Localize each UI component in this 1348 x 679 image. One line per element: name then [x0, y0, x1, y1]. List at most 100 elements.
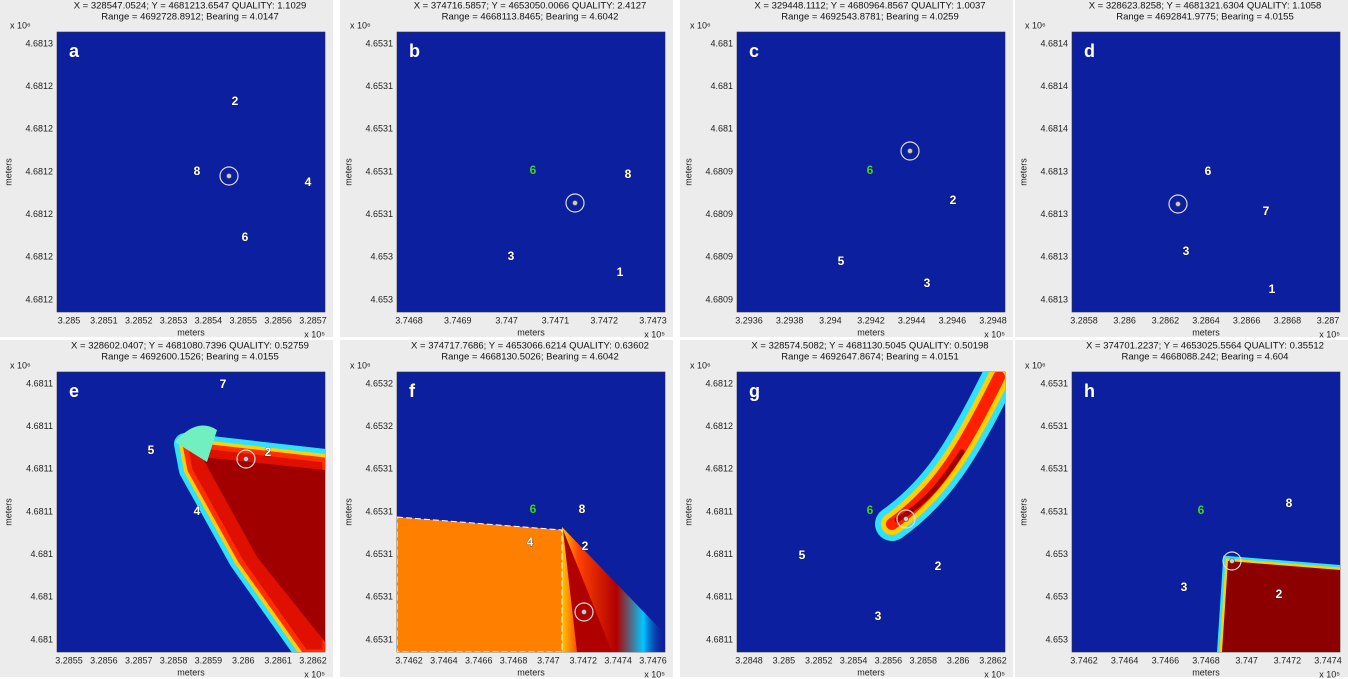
heat-tip	[175, 425, 217, 462]
x-tick-label: 3.747	[1235, 655, 1258, 665]
y-tick-label: 4.653	[370, 294, 393, 304]
node-label: 6	[530, 502, 537, 516]
y-tick-label: 4.6531	[365, 464, 393, 474]
panel: X = 328574.5082; Y = 4681130.5045 QUALIT…	[680, 340, 1013, 679]
x-tick-label: 3.7472	[590, 315, 618, 325]
x-tick-label: 3.2862	[979, 655, 1007, 665]
y-tick-label: 4.6531	[365, 592, 393, 602]
panel-letter: h	[1084, 381, 1095, 401]
y-tick-label: 4.6812	[25, 124, 53, 134]
x-axis-label: meters	[177, 667, 205, 677]
node-label: 8	[579, 502, 586, 516]
y-tick-label: 4.6812	[25, 209, 53, 219]
header-line: Range = 4692647.8674; Bearing = 4.0151	[781, 352, 959, 363]
y-exponent: x 10⁶	[690, 20, 711, 30]
x-tick-label: 3.7468	[500, 655, 528, 665]
y-tick-label: 4.6813	[1040, 252, 1068, 262]
y-tick-label: 4.6812	[25, 294, 53, 304]
target-dot	[1175, 201, 1181, 207]
x-tick-label: 3.7468	[395, 315, 423, 325]
y-tick-label: 4.681	[710, 124, 733, 134]
target-dot	[572, 200, 578, 206]
y-tick-label: 4.653	[1045, 549, 1068, 559]
panel-letter: d	[1084, 41, 1095, 61]
y-tick-label: 4.6812	[25, 166, 53, 176]
x-tick-label: 3.2858	[160, 655, 188, 665]
header-line: X = 374701.2237; Y = 4653025.5564 QUALIT…	[1086, 341, 1324, 352]
heat-peak	[894, 449, 965, 523]
panel-letter: c	[749, 41, 759, 61]
y-tick-label: 4.6814	[1040, 38, 1068, 48]
y-tick-label: 4.6811	[26, 378, 53, 388]
y-tick-label: 4.6531	[1040, 464, 1068, 474]
y-tick-label: 4.6814	[1040, 124, 1068, 134]
x-tick-label: 3.7472	[1274, 655, 1302, 665]
header-line: X = 374716.5857; Y = 4653050.0066 QUALIT…	[414, 1, 647, 12]
header-line: Range = 4668088.242; Bearing = 4.604	[1122, 352, 1289, 363]
panel-letter: b	[409, 41, 420, 61]
node-label: 6	[867, 163, 874, 177]
x-tick-label: 3.2944	[898, 315, 926, 325]
y-tick-label: 4.681	[30, 634, 53, 644]
y-tick-label: 4.6811	[26, 506, 53, 516]
x-tick-label: 3.286	[947, 655, 970, 665]
y-tick-label: 4.6531	[365, 81, 393, 91]
y-tick-label: 4.6531	[365, 506, 393, 516]
x-tick-label: 3.2861	[264, 655, 292, 665]
header-line: Range = 4692600.1526; Bearing = 4.0155	[101, 352, 279, 363]
x-tick-label: 3.7464	[1111, 655, 1139, 665]
header-line: Range = 4668130.5026; Bearing = 4.6042	[441, 352, 619, 363]
node-label: 6	[1205, 164, 1212, 178]
x-axis-label: meters	[517, 327, 545, 337]
y-tick-label: 4.6532	[365, 421, 393, 431]
x-tick-label: 3.2852	[805, 655, 833, 665]
y-axis-label: meters	[1018, 158, 1028, 186]
x-tick-label: 3.7474	[604, 655, 632, 665]
x-tick-label: 3.2856	[875, 655, 903, 665]
y-tick-label: 4.6809	[705, 209, 733, 219]
y-tick-label: 4.681	[30, 592, 53, 602]
node-label: 3	[1181, 580, 1188, 594]
y-tick-label: 4.6531	[365, 38, 393, 48]
y-axis-label: meters	[683, 498, 693, 526]
x-axis-label: meters	[857, 327, 885, 337]
x-tick-label: 3.7466	[465, 655, 493, 665]
y-tick-label: 4.6812	[705, 378, 733, 388]
heatmap	[174, 425, 325, 652]
x-tick-label: 3.294	[819, 315, 842, 325]
x-tick-label: 3.2856	[264, 315, 292, 325]
x-tick-label: 3.285	[773, 655, 796, 665]
node-label: 7	[1263, 204, 1270, 218]
y-tick-label: 4.681	[710, 81, 733, 91]
plot-background	[1071, 31, 1341, 313]
x-tick-label: 3.747	[537, 655, 560, 665]
x-tick-label: 3.285	[58, 315, 81, 325]
target-ring	[565, 193, 585, 213]
y-tick-label: 4.6813	[25, 38, 53, 48]
y-tick-label: 4.6531	[365, 124, 393, 134]
heat-core	[1222, 561, 1340, 652]
plot-area: d 6 7 3 1	[1071, 31, 1341, 313]
y-tick-label: 4.6531	[365, 166, 393, 176]
x-tick-label: 3.286	[232, 655, 255, 665]
x-tick-label: 3.2848	[735, 655, 763, 665]
heatmap	[875, 372, 1005, 541]
node-label: 6	[242, 230, 249, 244]
y-tick-label: 4.6811	[706, 634, 733, 644]
plot-area: f 6 8 4 2	[396, 371, 666, 653]
target-ring	[574, 602, 594, 622]
header-line: Range = 4692728.8912; Bearing = 4.0147	[101, 12, 279, 23]
x-tick-label: 3.2936	[735, 315, 763, 325]
x-tick-label: 3.2853	[160, 315, 188, 325]
x-tick-label: 3.7472	[570, 655, 598, 665]
plot-background	[736, 31, 1006, 313]
target-dot	[581, 609, 587, 615]
node-label: 2	[1276, 587, 1283, 601]
node-label: 6	[530, 163, 537, 177]
target-ring	[900, 141, 920, 161]
panel: X = 328602.0407; Y = 4681080.7396 QUALIT…	[0, 340, 333, 679]
x-exponent: x 10⁵	[984, 669, 1005, 679]
node-label: 2	[950, 193, 957, 207]
x-exponent: x 10⁵	[304, 669, 325, 679]
node-label: 8	[625, 167, 632, 181]
